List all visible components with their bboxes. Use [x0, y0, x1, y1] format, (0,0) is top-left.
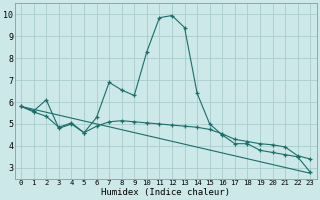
- X-axis label: Humidex (Indice chaleur): Humidex (Indice chaleur): [101, 188, 230, 197]
